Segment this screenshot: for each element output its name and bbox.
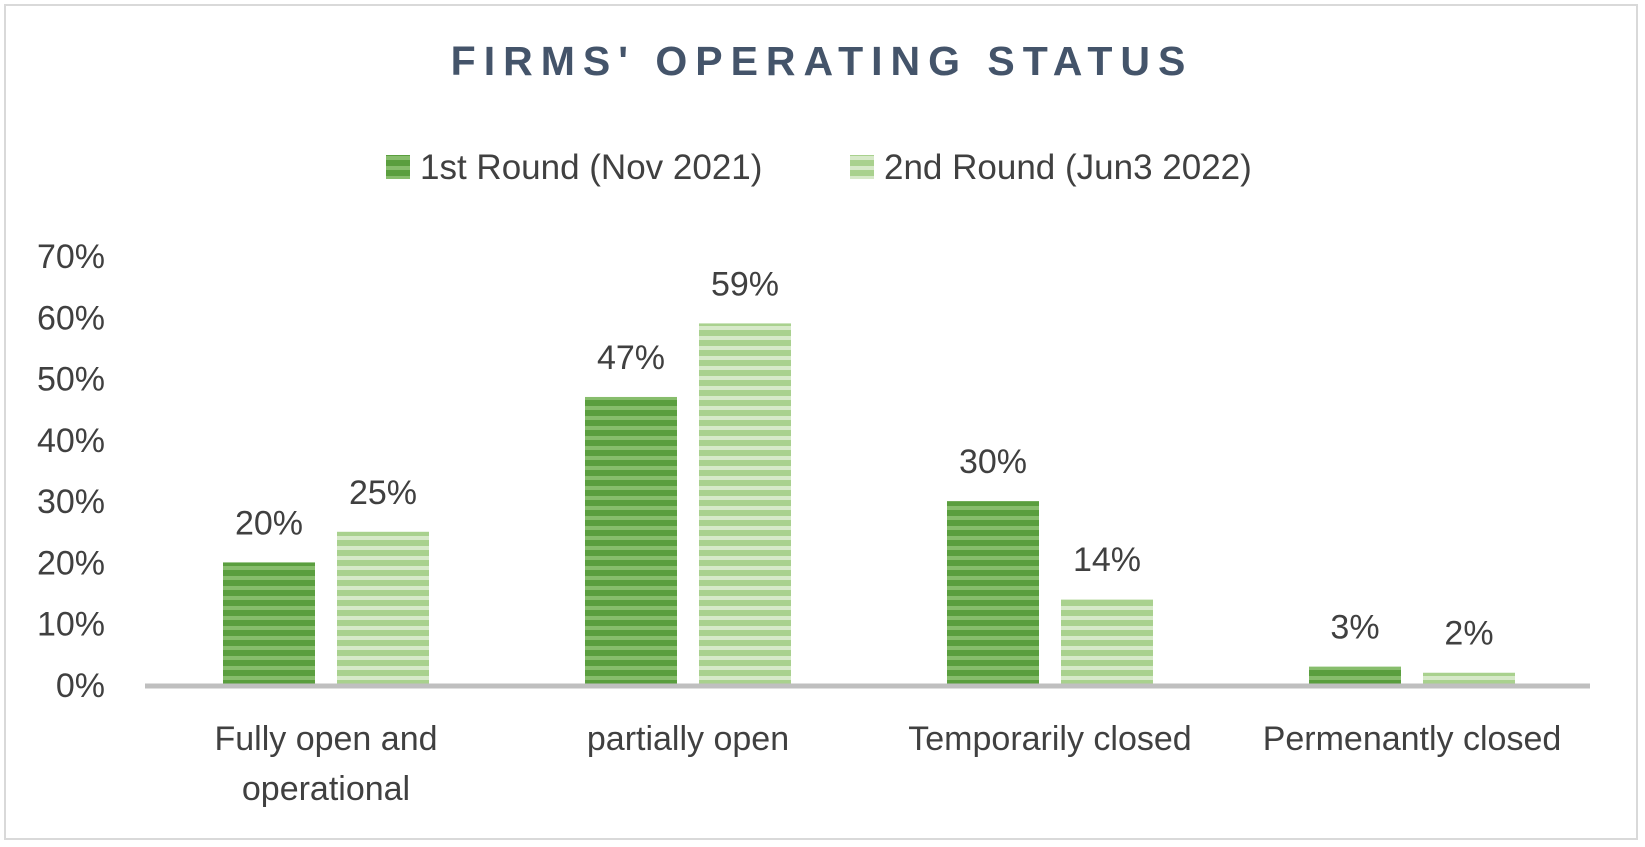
x-category-label: operational bbox=[242, 770, 410, 808]
bar-series-1-category-3 bbox=[947, 501, 1039, 685]
x-category-label: Fully open and bbox=[214, 720, 437, 758]
y-tick-label: 60% bbox=[37, 299, 105, 337]
chart-frame bbox=[4, 4, 1638, 840]
y-tick-label: 20% bbox=[37, 544, 105, 582]
data-label-series-1-category-3: 30% bbox=[959, 443, 1027, 481]
y-axis: 0% 10% 20% 30% 40% 50% 60% 70% bbox=[37, 238, 105, 705]
data-label-series-2-category-3: 14% bbox=[1073, 541, 1141, 579]
bar-series-1-category-2 bbox=[585, 396, 677, 685]
bar-series-2-category-4 bbox=[1423, 672, 1515, 685]
data-label-series-1-category-2: 47% bbox=[597, 339, 665, 377]
bar-series-2-category-1 bbox=[337, 531, 429, 685]
data-label-series-1-category-4: 3% bbox=[1330, 609, 1379, 647]
legend-label-round-2: 2nd Round (Jun3 2022) bbox=[884, 148, 1252, 187]
legend-swatch-round-2 bbox=[850, 155, 874, 179]
data-label-series-1-category-1: 20% bbox=[235, 504, 303, 542]
data-label-series-2-category-4: 2% bbox=[1444, 615, 1493, 653]
x-axis: Fully open and operational partially open T… bbox=[214, 720, 1561, 808]
data-labels: 20% 25% 47% 59% 30% 14% 3% 2% bbox=[235, 265, 1494, 652]
y-tick-label: 10% bbox=[37, 606, 105, 644]
legend-label-round-1: 1st Round (Nov 2021) bbox=[420, 148, 762, 187]
bar-series-1-category-1 bbox=[223, 562, 315, 685]
y-tick-label: 0% bbox=[56, 667, 105, 705]
legend: 1st Round (Nov 2021) 2nd Round (Jun3 202… bbox=[386, 148, 1252, 187]
bar-series-1-category-4 bbox=[1309, 666, 1401, 685]
data-label-series-2-category-2: 59% bbox=[711, 265, 779, 303]
bar-series-2-category-2 bbox=[699, 323, 791, 685]
chart-title: FIRMS' OPERATING STATUS bbox=[451, 38, 1194, 84]
y-tick-label: 70% bbox=[37, 238, 105, 276]
bars bbox=[223, 323, 1515, 685]
data-label-series-2-category-1: 25% bbox=[349, 474, 417, 512]
y-tick-label: 50% bbox=[37, 361, 105, 399]
x-category-label: partially open bbox=[587, 720, 789, 758]
y-tick-label: 30% bbox=[37, 483, 105, 521]
x-category-label: Temporarily closed bbox=[908, 720, 1191, 758]
x-category-label: Permenantly closed bbox=[1263, 720, 1562, 758]
bar-series-2-category-3 bbox=[1061, 599, 1153, 685]
legend-swatch-round-1 bbox=[386, 155, 410, 179]
y-tick-label: 40% bbox=[37, 422, 105, 460]
